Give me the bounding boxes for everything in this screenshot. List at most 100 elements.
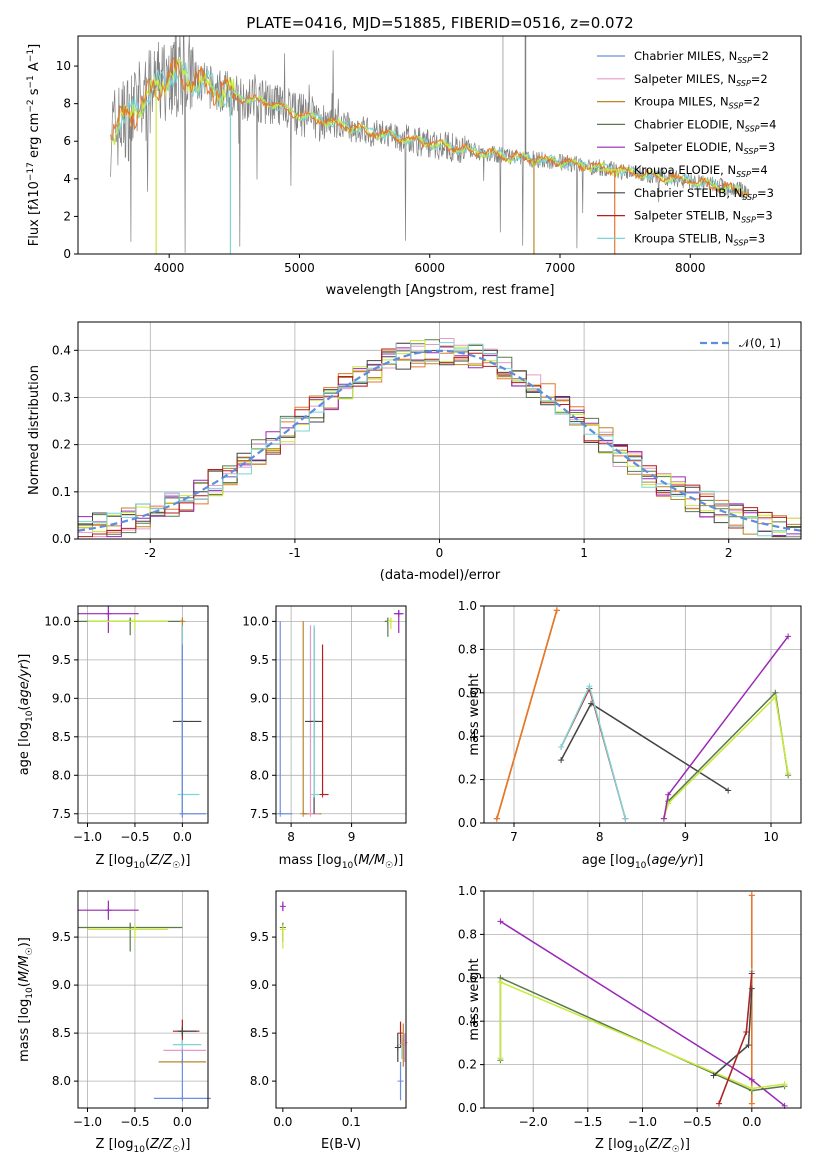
mass-vs-z-xlabel: Z [log10(Z/Z☉)] [96,1137,191,1155]
weight-point [745,1042,752,1049]
data-point [179,1028,186,1035]
grid-layer [276,606,406,823]
y-tick-label: 9.0 [250,691,269,705]
legend-label: Chabrier STELIB, NSSP=3 [634,186,774,202]
weight-vs-age-xlabel-part: age [log [582,853,635,868]
weight-series [663,635,789,819]
age-vs-z-xlabel-part: ( [145,853,150,868]
residuals-panel: 𝒩(0, 1) -2 -1 0 1 2 0.0 0.1 0.2 0.3 0.4 (data-mod… [27,321,802,583]
age-vs-z-ylabel-part: 10 [25,710,35,722]
data-point [319,791,326,798]
y-tick-label: 8.5 [52,730,71,744]
y-tick-label: 9.0 [52,691,71,705]
mass-vs-z-xlabel-part: ☉ [172,1145,180,1155]
x-tick-label: 4000 [154,261,185,275]
weight-point [772,694,779,701]
x-tick-label: 0.0 [742,1115,761,1129]
weight-point [622,815,629,822]
weight-point [558,757,565,764]
mass-vs-z-panel: −1.0 −0.5 0.08.08.59.09.5Z [log10(Z/Z☉)]ma… [17,890,211,1155]
y-tick-label: 8.5 [52,1026,71,1040]
grid-layer [484,890,801,1109]
age-vs-mass-xlabel-part: mass [log [279,853,342,868]
spectrum-frame [77,35,802,255]
mass-vs-z-xlabel-part: Z [log [96,1137,134,1152]
x-tick-label: 0.0 [273,1115,292,1129]
weight-point [497,979,504,986]
legend-label: Salpeter ELODIE, NSSP=3 [634,140,775,156]
x-tick-label: −0.5 [120,1115,149,1129]
gaussian-curve [77,349,802,532]
y-tick-label: 9.5 [250,653,269,667]
mass-vs-z-xlabel-part: 10 [133,1145,145,1155]
y-tick-label: 0.2 [458,773,477,787]
panel-frame [275,605,407,824]
legend-count: =2 [752,49,769,63]
y-tick-label: 8.0 [250,1074,269,1088]
y-tick-label: 10 [56,59,71,73]
observed-spectrum [110,36,750,253]
legend-count: =4 [760,117,777,131]
weight-point [710,1072,717,1079]
x-tick-label: −1.0 [73,830,102,844]
residuals-ylabel: Normed distribution [27,365,42,495]
legend-sub: SSP [741,216,756,225]
weight-point [497,918,504,925]
age-vs-z-xlabel-part: 10 [133,861,145,871]
mass-vs-z-xlabel-part: Z/Z [149,1137,173,1152]
y-tick-label: 6 [63,134,71,148]
legend-sub: SSP [742,193,757,202]
y-tick-label: 0.6 [458,971,477,985]
weight-point [748,1076,755,1083]
age-vs-z-xlabel-part: Z [log [96,853,134,868]
mass-vs-z-ylabel-part: 10 [25,987,35,999]
legend-label: Kroupa MILES, NSSP=2 [634,95,760,111]
data-point [179,618,186,625]
marks-layer [277,609,404,817]
age-vs-mass-xlabel: mass [log10(M/M☉)] [279,853,404,871]
mass-vs-ebv-panel: 0.0 0.1 8.0 8.5 9.0 9.5 E(B-V) [250,890,408,1152]
x-tick-label: 9 [682,830,690,844]
y-tick-label: 1.0 [458,884,477,898]
legend-sub: SSP [744,147,759,156]
panel-frame [275,890,407,1109]
age-vs-z-xlabel-part: ☉ [172,861,180,871]
y-tick-label: 0.1 [52,485,71,499]
legend-sub: SSP [736,79,751,88]
data-point [300,810,307,817]
legend-label: 𝒩(0, 1) [739,336,781,350]
weight-vs-z-xlabel-part: Z [log [595,1137,633,1152]
data-point [397,1078,404,1085]
mass-vs-z-ylabel-part: ☉ [25,947,35,955]
legend-label: Salpeter MILES, NSSP=2 [634,72,768,88]
legend-sub: SSP [745,124,760,133]
y-tick-label: 0.4 [458,729,477,743]
y-tick-label: 9.5 [250,930,269,944]
y-tick-label: 9.0 [250,978,269,992]
weight-vs-age-xlabel-part: ( [646,853,651,868]
data-point [179,1095,186,1102]
data-point [105,610,112,617]
x-tick-label: 8 [596,830,604,844]
marks-layer [279,901,408,1101]
mass-vs-z-xlabel-part: ( [145,1137,150,1152]
y-tick-label: 10.0 [44,614,71,628]
grid-layer [78,891,208,1108]
y-tick-label: 0.3 [52,390,71,404]
data-point [179,810,186,817]
x-tick-label: 10 [763,830,778,844]
x-tick-label: -1 [289,546,301,560]
weight-vs-z-xlabel: Z [log10(Z/Z☉)] [595,1137,690,1155]
y-tick-label: 8.0 [52,1074,71,1088]
weight-vs-z-xlabel-part: )] [680,1137,690,1152]
x-tick-label: 0.0 [173,1115,192,1129]
y-tick-label: 8.5 [250,1026,269,1040]
age-vs-mass-xlabel-part: 10 [342,861,354,871]
data-point [131,618,138,625]
weight-series [663,691,789,819]
spectrum-xlabel: wavelength [Angstrom, rest frame] [326,283,555,298]
panel-frame [77,605,209,824]
x-tick-label: −0.5 [683,1115,712,1129]
weight-series [718,973,753,1104]
